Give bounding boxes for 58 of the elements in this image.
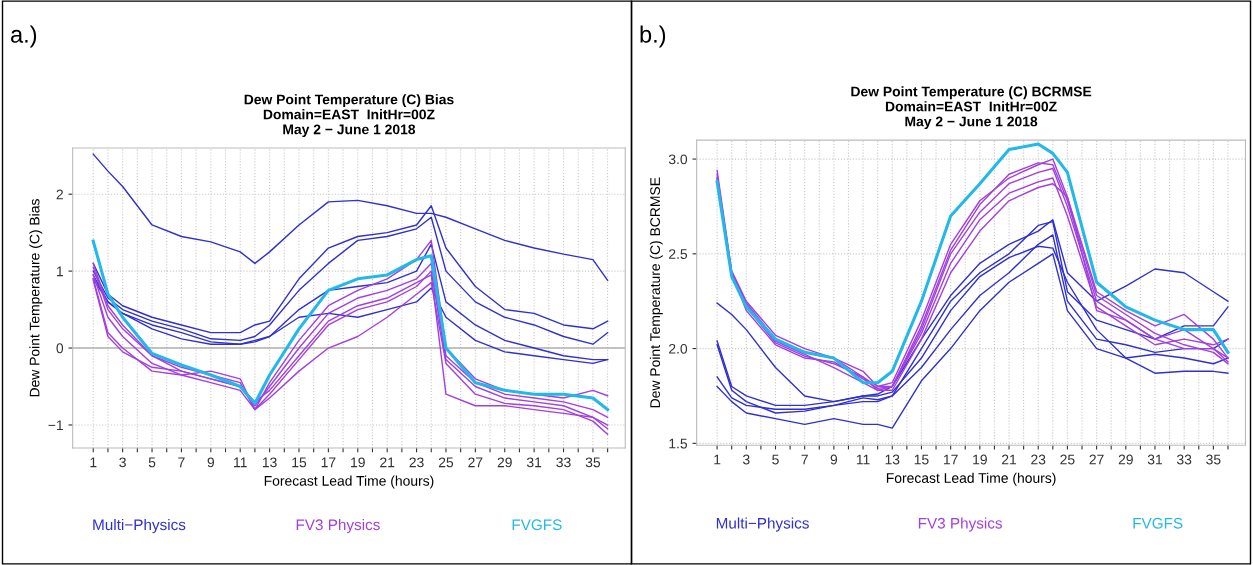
x-tick-label: 5 (772, 454, 779, 465)
chart-title: Dew Point Temperature (C) Bias Domain=EAST InitHr=00Z May 2 − June 1 2018 (244, 94, 454, 138)
x-tick-label: 29 (1118, 454, 1133, 465)
x-tick-label: 5 (148, 457, 156, 468)
x-tick-label: 13 (885, 454, 900, 465)
text: Multi−Physics (93, 518, 186, 534)
y-tick-label: 2 (56, 189, 63, 200)
x-tick-label: 35 (585, 457, 601, 468)
x-tick-label: 7 (801, 454, 808, 465)
text: FV3 Physics (918, 517, 1002, 532)
x-tick-label: 15 (292, 457, 307, 468)
x-tick-label: 3 (119, 457, 126, 468)
text: a.) (11, 25, 37, 48)
text: b.) (640, 25, 666, 48)
x-tick-label: 17 (321, 457, 336, 468)
y-tick-label: 2.0 (669, 343, 688, 354)
x-tick-label: 25 (1060, 454, 1075, 465)
x-tick-label: 33 (556, 457, 571, 468)
y-tick-label: −1 (48, 420, 63, 430)
x-tick-label: 9 (830, 454, 838, 465)
x-tick-label: 11 (234, 457, 247, 468)
x-tick-label: 13 (262, 457, 277, 468)
y-tick-label: 2.5 (669, 249, 688, 259)
chart-title: Dew Point Temperature (C) BCRMSE Domain=EAST InitHr=00Z May 2 − June 1 2018 (851, 86, 1092, 130)
x-tick-label: 31 (1147, 454, 1163, 465)
text: FV3 Physics (296, 518, 380, 534)
x-tick-label: 1 (714, 454, 721, 465)
x-tick-label: 1 (90, 457, 97, 468)
y-tick-label: 1 (56, 266, 63, 277)
x-tick-label: 3 (742, 454, 750, 465)
x-tick-label: 7 (178, 457, 185, 468)
y-axis-title: Dew Point Temperature (C) BCRMSE (649, 177, 663, 408)
x-tick-label: 35 (1206, 454, 1221, 465)
x-tick-label: 19 (973, 454, 987, 465)
x-tick-label: 31 (526, 457, 542, 468)
x-tick-label: 27 (1089, 454, 1104, 465)
x-tick-label: 9 (207, 457, 215, 468)
y-axis-title: Dew Point Temperature (C) Bias (29, 199, 43, 397)
x-tick-label: 21 (380, 457, 395, 468)
text: Multi−Physics (716, 517, 809, 532)
x-tick-label: 23 (1031, 454, 1046, 465)
x-tick-label: 23 (409, 457, 424, 468)
text: FVGFS (512, 519, 562, 531)
x-axis-title: Forecast Lead Time (hours) (886, 472, 1056, 486)
text: FVGFS (1133, 517, 1183, 529)
y-tick-label: 0 (56, 343, 64, 354)
x-tick-label: 19 (351, 457, 365, 468)
x-tick-label: 15 (914, 454, 929, 465)
y-tick-label: 3.0 (668, 154, 688, 165)
x-axis-title: Forecast Lead Time (hours) (264, 475, 434, 489)
x-tick-label: 29 (497, 457, 512, 468)
x-tick-label: 27 (468, 457, 483, 468)
y-tick-label: 1.5 (669, 438, 688, 449)
x-tick-label: 21 (1002, 454, 1017, 465)
x-tick-label: 33 (1176, 454, 1192, 465)
x-tick-label: 17 (943, 454, 958, 465)
x-tick-label: 11 (856, 454, 870, 465)
x-tick-label: 25 (438, 457, 454, 468)
